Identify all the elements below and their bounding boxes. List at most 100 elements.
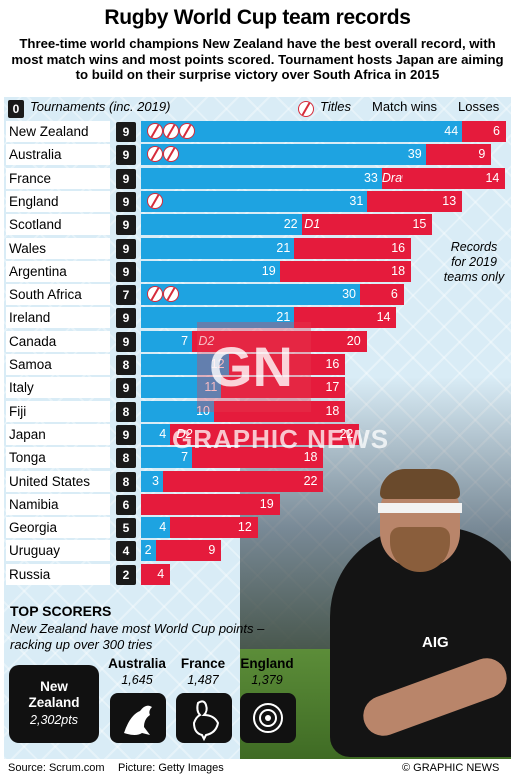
tournaments-count: 9 xyxy=(116,424,136,445)
scorer-name: France xyxy=(180,656,226,671)
legend-wins: Match wins xyxy=(372,99,438,114)
wins-bar: 44 xyxy=(141,121,463,142)
title-ball-icon xyxy=(147,146,163,162)
tournaments-count: 8 xyxy=(116,471,136,492)
wins-bar: 21 xyxy=(141,238,295,259)
scorer-name: Australia xyxy=(108,656,166,671)
tournaments-count: 9 xyxy=(116,168,136,189)
losses-bar: 9 xyxy=(425,144,492,165)
title-ball-icon xyxy=(147,193,163,209)
wins-bar: 30 xyxy=(141,284,360,305)
wins-bar: 19 xyxy=(141,261,280,282)
losses-bar: 18 xyxy=(279,261,412,282)
team-label: Australia xyxy=(6,144,110,165)
team-label: Namibia xyxy=(6,494,110,515)
copyright: © GRAPHIC NEWS xyxy=(402,762,500,774)
losses-bar: 22 xyxy=(162,471,324,492)
wins-bar: 7 xyxy=(141,447,193,468)
draws-bar: Draw 1 xyxy=(381,168,411,206)
tournaments-count: 9 xyxy=(116,191,136,212)
team-label: Fiji xyxy=(6,401,110,422)
team-label: Georgia xyxy=(6,517,110,538)
team-label: Samoa xyxy=(6,354,110,375)
losses-bar: 22 xyxy=(198,424,360,445)
rugby-ball-icon xyxy=(298,101,314,117)
watermark-text: GRAPHIC NEWS xyxy=(172,424,390,454)
team-label: England xyxy=(6,191,110,212)
scorer-points: 1,379 xyxy=(251,673,283,687)
legend-losses: Losses xyxy=(458,99,500,114)
draws-bar: D1 xyxy=(301,214,323,235)
records-note: Records for 2019 teams only xyxy=(443,240,505,284)
wins-bar: 22 xyxy=(141,214,302,235)
picture-credit: Picture: Getty Images xyxy=(118,762,224,774)
team-label: Scotland xyxy=(6,214,110,235)
chart-title: Rugby World Cup team records xyxy=(104,6,411,29)
title-ball-icon xyxy=(147,286,163,302)
title-ball-icon xyxy=(163,123,179,139)
chart-subtitle: Three-time world champions New Zealand h… xyxy=(11,36,504,82)
wins-bar: 7 xyxy=(141,331,193,352)
wins-bar: 31 xyxy=(141,191,368,212)
team-label: Ireland xyxy=(6,307,110,328)
legend-titles: Titles xyxy=(320,99,351,114)
losses-bar: 6 xyxy=(360,284,404,305)
tournaments-key-box: 0 xyxy=(8,100,24,118)
top-scorers-title: TOP SCORERS xyxy=(10,603,112,619)
tournaments-count: 8 xyxy=(116,401,136,422)
losses-bar: 18 xyxy=(214,401,346,422)
scorer-points: 1,487 xyxy=(187,673,219,687)
losses-bar: 20 xyxy=(220,331,367,352)
leader-badge: New Zealand 2,302pts xyxy=(9,665,99,743)
team-label: Uruguay xyxy=(6,540,110,561)
tournaments-count: 9 xyxy=(116,261,136,282)
wallaby-icon xyxy=(110,693,166,743)
tournaments-count: 5 xyxy=(116,517,136,538)
wins-bar: 2 xyxy=(141,540,156,561)
team-label: New Zealand xyxy=(6,121,110,142)
top-scorers-description: New Zealand have most World Cup points –… xyxy=(10,621,265,652)
tournaments-count: 8 xyxy=(116,447,136,468)
losses-bar: 16 xyxy=(294,238,412,259)
title-ball-icon xyxy=(179,123,195,139)
tournaments-count: 9 xyxy=(116,238,136,259)
losses-bar: 14 xyxy=(403,168,506,189)
team-label: Italy xyxy=(6,377,110,398)
wins-bar: 21 xyxy=(141,307,295,328)
wins-bar: 3 xyxy=(141,471,163,492)
legend-tournaments: Tournaments (inc. 2019) xyxy=(30,99,171,114)
title-ball-icon xyxy=(163,146,179,162)
tournaments-count: 9 xyxy=(116,214,136,235)
rose-icon xyxy=(240,693,296,743)
wins-bar: 11 xyxy=(141,377,222,398)
team-label: Wales xyxy=(6,238,110,259)
tournaments-count: 2 xyxy=(116,564,136,585)
wins-bar: 4 xyxy=(141,517,171,538)
wins-bar: 12 xyxy=(141,354,229,375)
team-label: France xyxy=(6,168,110,189)
team-label: Tonga xyxy=(6,447,110,468)
losses-bar: 14 xyxy=(294,307,397,328)
scorer-name: England xyxy=(240,656,294,671)
title-ball-icon xyxy=(147,123,163,139)
losses-bar: 17 xyxy=(221,377,346,398)
watermark-logo: GN xyxy=(197,322,311,412)
losses-bar: 4 xyxy=(141,564,171,585)
team-label: Canada xyxy=(6,331,110,352)
team-label: Russia xyxy=(6,564,110,585)
watermark-logo-text: GN xyxy=(209,335,293,398)
losses-bar: 15 xyxy=(322,214,433,235)
team-label: Japan xyxy=(6,424,110,445)
wins-bar: 39 xyxy=(141,144,426,165)
rooster-icon xyxy=(176,693,232,743)
leader-name-2: Zealand xyxy=(28,695,80,710)
losses-bar: 6 xyxy=(462,121,506,142)
team-label: South Africa xyxy=(6,284,110,305)
wins-bar: 33 xyxy=(141,168,382,189)
losses-bar: 19 xyxy=(141,494,280,515)
draws-bar: D2 xyxy=(170,424,199,445)
tournaments-count: 8 xyxy=(116,354,136,375)
losses-bar: 13 xyxy=(367,191,463,212)
team-label: United States xyxy=(6,471,110,492)
tournaments-count: 9 xyxy=(116,331,136,352)
